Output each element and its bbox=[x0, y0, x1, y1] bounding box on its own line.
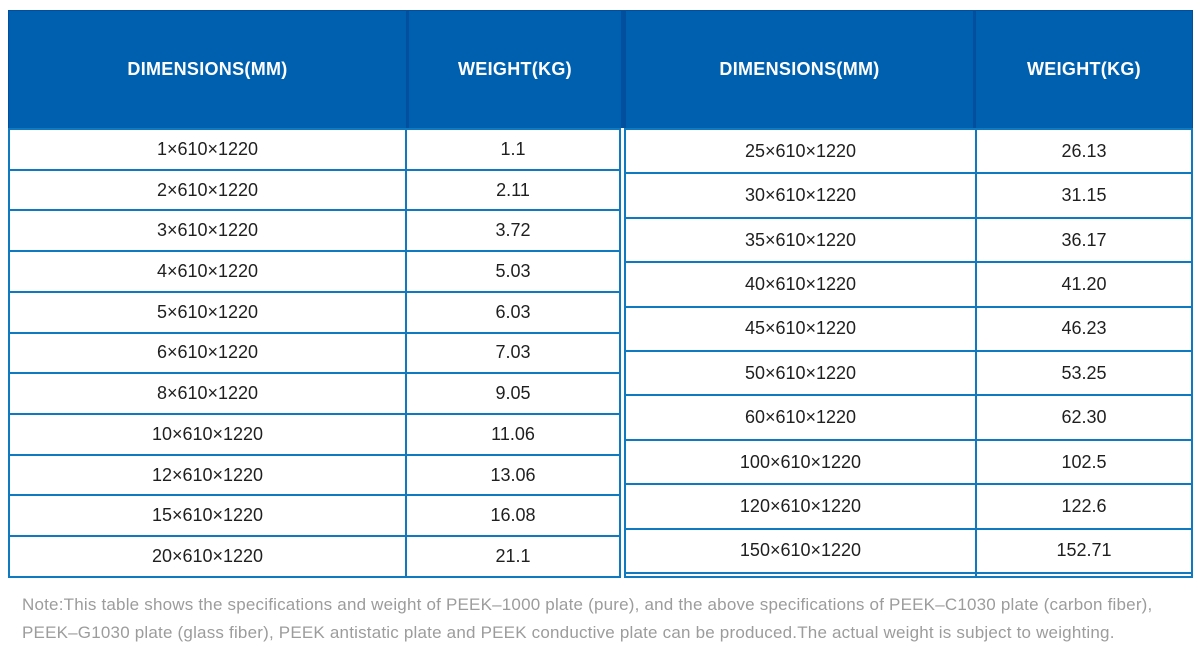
weight-cell: 46.23 bbox=[975, 305, 1193, 353]
header-dimensions-left: DIMENSIONS(MM) bbox=[127, 59, 288, 79]
header-weight-left: WEIGHT(KG) bbox=[406, 11, 621, 128]
weight-cell: 13.06 bbox=[405, 453, 621, 497]
dimensions-cell: 4×610×1220 bbox=[8, 250, 407, 293]
weight-cell: 5.03 bbox=[405, 250, 621, 293]
table-row: 150×610×1220 152.71 bbox=[624, 527, 1193, 575]
table-row: 3×610×1220 3.72 bbox=[8, 209, 621, 253]
dimensions-cell: 25×610×1220 bbox=[624, 127, 977, 175]
dimensions-cell: 6×610×1220 bbox=[8, 331, 407, 375]
table-row: 120×610×1220 122.6 bbox=[624, 483, 1193, 530]
weight-cell: 26.13 bbox=[975, 127, 1193, 175]
dimensions-cell: 100×610×1220 bbox=[624, 438, 977, 486]
spec-table-right: 25×610×1220 26.13 30×610×1220 31.15 35×610×1… bbox=[624, 127, 1193, 578]
table-row: 45×610×1220 46.23 bbox=[624, 305, 1193, 353]
dimensions-cell: 1×610×1220 bbox=[8, 128, 407, 171]
weight-cell: 1.1 bbox=[405, 128, 621, 171]
table-row: 60×610×1220 62.30 bbox=[624, 394, 1193, 441]
table-row: 2×610×1220 2.11 bbox=[8, 168, 621, 212]
footnote-line-1: Note:This table shows the specifications… bbox=[22, 595, 1153, 614]
weight-cell bbox=[975, 572, 1193, 578]
table-row: 15×610×1220 16.08 bbox=[8, 494, 621, 538]
dimensions-cell: 8×610×1220 bbox=[8, 372, 407, 416]
footnote-line-2: PEEK–G1030 plate (glass fiber), PEEK ant… bbox=[22, 622, 1115, 642]
weight-cell: 102.5 bbox=[975, 438, 1193, 486]
table-row: 35×610×1220 36.17 bbox=[624, 216, 1193, 264]
footnote: Note:This table shows the specifications… bbox=[22, 591, 1183, 646]
table-row: 4×610×1220 5.03 bbox=[8, 250, 621, 293]
table-row: 12×610×1220 13.06 bbox=[8, 453, 621, 497]
dimensions-cell: 15×610×1220 bbox=[8, 494, 407, 538]
dimensions-cell: 3×610×1220 bbox=[8, 209, 407, 253]
table-row: 40×610×1220 41.20 bbox=[624, 261, 1193, 308]
weight-cell: 7.03 bbox=[405, 331, 621, 375]
table-row: 1×610×1220 1.1 bbox=[8, 128, 621, 171]
weight-cell: 41.20 bbox=[975, 261, 1193, 308]
dimensions-cell: 12×610×1220 bbox=[8, 453, 407, 497]
dimensions-cell: 150×610×1220 bbox=[624, 527, 977, 575]
dimensions-cell: 45×610×1220 bbox=[624, 305, 977, 353]
weight-cell: 152.71 bbox=[975, 527, 1193, 575]
dimensions-cell bbox=[624, 572, 977, 578]
table-row: 10×610×1220 11.06 bbox=[8, 413, 621, 456]
dimensions-cell: 10×610×1220 bbox=[8, 413, 407, 456]
table-row: 30×610×1220 31.15 bbox=[624, 172, 1193, 219]
table-header-row: DIMENSIONS(MM) WEIGHT(KG) DIMENSIONS(MM)… bbox=[8, 10, 1193, 128]
weight-cell: 53.25 bbox=[975, 350, 1193, 397]
table-row: 50×610×1220 53.25 bbox=[624, 350, 1193, 397]
dimensions-cell: 60×610×1220 bbox=[624, 394, 977, 441]
dimensions-cell: 40×610×1220 bbox=[624, 261, 977, 308]
table-row bbox=[624, 572, 1193, 578]
weight-cell: 9.05 bbox=[405, 372, 621, 416]
table-row: 6×610×1220 7.03 bbox=[8, 331, 621, 375]
weight-cell: 11.06 bbox=[405, 413, 621, 456]
table-row: 25×610×1220 26.13 bbox=[624, 127, 1193, 175]
weight-cell: 31.15 bbox=[975, 172, 1193, 219]
weight-cell: 62.30 bbox=[975, 394, 1193, 441]
weight-cell: 2.11 bbox=[405, 168, 621, 212]
spec-table-left: 1×610×1220 1.1 2×610×1220 2.11 3×610×1220 3.7… bbox=[8, 128, 621, 578]
weight-cell: 36.17 bbox=[975, 216, 1193, 264]
weight-cell: 6.03 bbox=[405, 290, 621, 334]
dimensions-cell: 120×610×1220 bbox=[624, 483, 977, 530]
header-dimensions-right: DIMENSIONS(MM) bbox=[621, 11, 973, 128]
weight-cell: 21.1 bbox=[405, 535, 621, 578]
table-row: 8×610×1220 9.05 bbox=[8, 372, 621, 416]
dimensions-cell: 30×610×1220 bbox=[624, 172, 977, 219]
weight-cell: 16.08 bbox=[405, 494, 621, 538]
table-row: 20×610×1220 21.1 bbox=[8, 535, 621, 578]
dimensions-cell: 2×610×1220 bbox=[8, 168, 407, 212]
table-row: 100×610×1220 102.5 bbox=[624, 438, 1193, 486]
header-weight-right: WEIGHT(KG) bbox=[973, 11, 1192, 128]
weight-cell: 3.72 bbox=[405, 209, 621, 253]
dimensions-cell: 50×610×1220 bbox=[624, 350, 977, 397]
table-row: 5×610×1220 6.03 bbox=[8, 290, 621, 334]
dimensions-cell: 5×610×1220 bbox=[8, 290, 407, 334]
dimensions-cell: 20×610×1220 bbox=[8, 535, 407, 578]
table-body: 1×610×1220 1.1 2×610×1220 2.11 3×610×1220 3.7… bbox=[8, 127, 1193, 578]
dimensions-cell: 35×610×1220 bbox=[624, 216, 977, 264]
weight-cell: 122.6 bbox=[975, 483, 1193, 530]
